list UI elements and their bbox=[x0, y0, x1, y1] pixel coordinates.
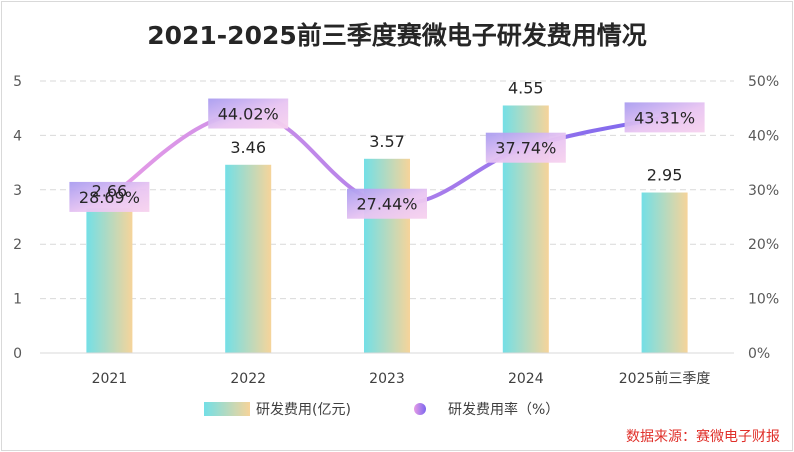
x-tick-label: 2024 bbox=[508, 371, 544, 387]
y-left-tick-label: 3 bbox=[13, 183, 22, 199]
bar bbox=[364, 158, 410, 353]
legend-line-marker bbox=[414, 403, 426, 415]
y-left-tick-label: 0 bbox=[13, 346, 22, 362]
bar-series bbox=[86, 105, 688, 353]
line-data-label: 43.31% bbox=[634, 108, 695, 127]
line-series: 28.69% 44.02% 27.44% 37.74% 43.31% bbox=[69, 98, 705, 219]
bar bbox=[225, 164, 272, 353]
bar-labels: 2.66 3.46 3.57 4.55 2.95 bbox=[92, 78, 683, 200]
y-right-tick-label: 40% bbox=[748, 128, 779, 144]
bar bbox=[86, 208, 133, 353]
line-label-box bbox=[208, 98, 289, 129]
line-data-label: 44.02% bbox=[218, 105, 279, 124]
y-right-tick-label: 30% bbox=[748, 183, 779, 199]
y-right-tick-label: 0% bbox=[748, 346, 770, 362]
bar bbox=[641, 192, 688, 353]
line-label-box bbox=[347, 188, 427, 219]
source-note: 数据来源：赛微电子财报 bbox=[626, 429, 780, 445]
y-left-tick-label: 2 bbox=[13, 237, 22, 253]
x-tick-label: 2023 bbox=[369, 371, 405, 387]
legend-line-label: 研发费用率（%） bbox=[448, 401, 559, 418]
bar-data-label: 3.57 bbox=[369, 132, 405, 151]
bar-data-label: 3.46 bbox=[230, 138, 266, 157]
line-data-label: 28.69% bbox=[79, 188, 140, 207]
x-tick-label: 2022 bbox=[230, 371, 266, 387]
y-left-tick-label: 4 bbox=[13, 128, 22, 144]
legend-bar-swatch bbox=[204, 402, 250, 416]
bar-data-label: 2.95 bbox=[647, 166, 683, 185]
y-right-tick-label: 20% bbox=[748, 237, 779, 253]
x-tick-label: 2025前三季度 bbox=[619, 370, 711, 387]
line-data-label: 37.74% bbox=[495, 139, 556, 158]
legend: 研发费用(亿元) 研发费用率（%） bbox=[204, 401, 559, 418]
line-label-box bbox=[485, 132, 566, 163]
x-tick-label: 2021 bbox=[92, 371, 128, 387]
y-right-tick-label: 50% bbox=[748, 74, 779, 90]
line-label-box bbox=[624, 102, 705, 133]
line-data-label: 27.44% bbox=[356, 195, 417, 214]
gridlines bbox=[40, 80, 734, 300]
y-left-tick-label: 5 bbox=[13, 74, 22, 90]
y-left-tick-label: 1 bbox=[13, 292, 22, 308]
bar-data-label: 2.66 bbox=[92, 181, 128, 200]
line-label-box bbox=[69, 181, 150, 212]
legend-bar-label: 研发费用(亿元) bbox=[256, 402, 351, 418]
y-right-tick-label: 10% bbox=[748, 292, 779, 308]
chart-title: 2021-2025前三季度赛微电子研发费用情况 bbox=[147, 21, 647, 50]
bar-data-label: 4.55 bbox=[508, 78, 544, 97]
